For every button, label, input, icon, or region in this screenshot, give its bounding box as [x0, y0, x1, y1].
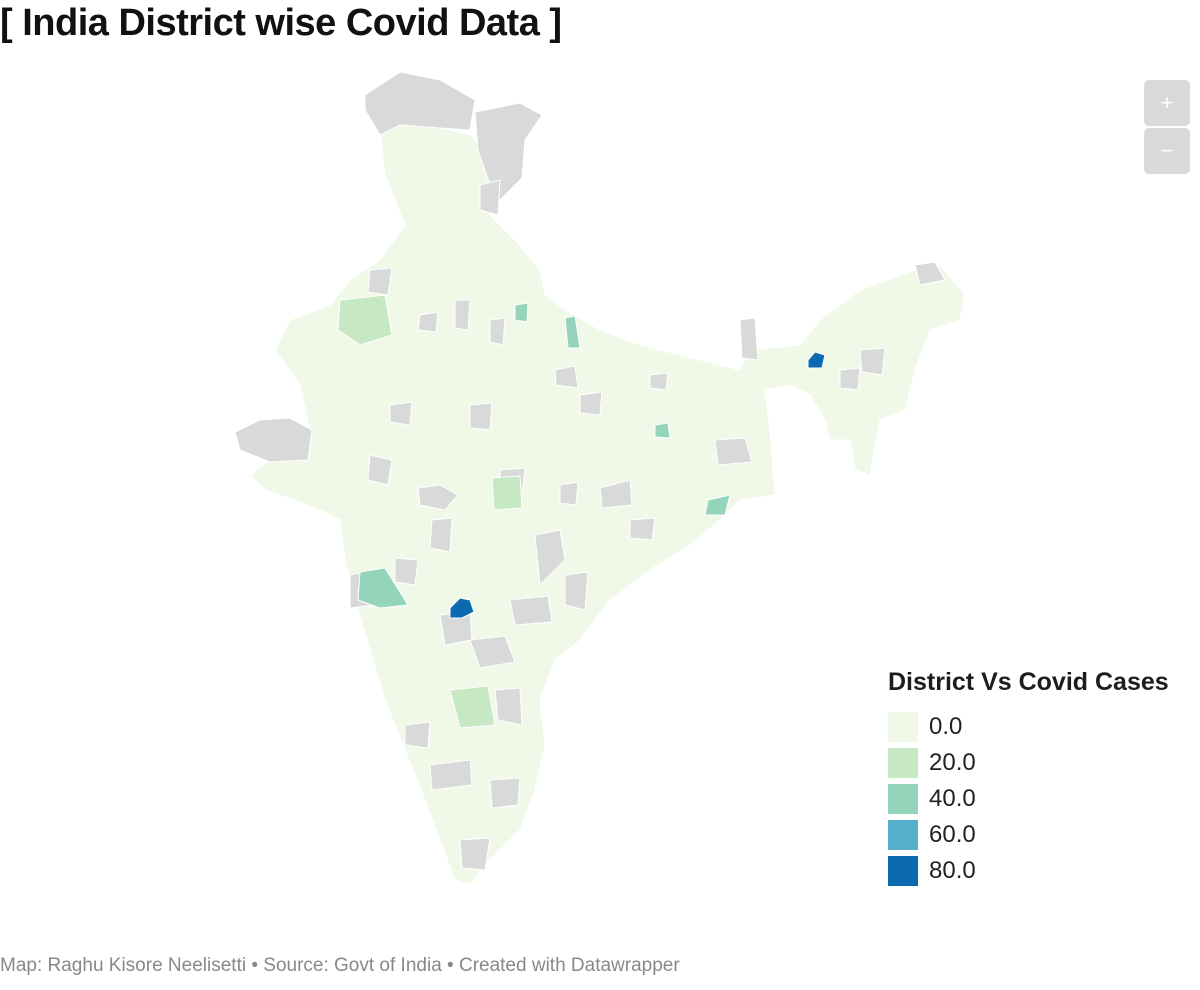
legend-item: 20.0 [888, 745, 1169, 781]
legend: District Vs Covid Cases 0.0 20.0 40.0 60… [888, 668, 1169, 889]
no-data-region-kashmir [364, 71, 476, 136]
highlighted-districts [337, 294, 826, 729]
legend-label: 80.0 [929, 857, 976, 884]
footer-credits: Map: Raghu Kisore Neelisetti • Source: G… [0, 955, 680, 976]
legend-swatch [888, 820, 918, 850]
no-data-region-kutch [234, 417, 313, 463]
legend-label: 60.0 [929, 821, 976, 848]
legend-label: 40.0 [929, 785, 976, 812]
legend-item: 0.0 [888, 709, 1169, 745]
legend-item: 60.0 [888, 817, 1169, 853]
legend-label: 20.0 [929, 749, 976, 776]
chart-title: [ India District wise Covid Data ] [0, 2, 562, 44]
legend-item: 40.0 [888, 781, 1169, 817]
legend-item: 80.0 [888, 853, 1169, 889]
legend-swatch [888, 856, 918, 886]
zoom-in-button[interactable]: + [1144, 80, 1190, 126]
legend-swatch [888, 712, 918, 742]
legend-swatch [888, 748, 918, 778]
legend-title: District Vs Covid Cases [888, 668, 1169, 696]
legend-label: 0.0 [929, 713, 963, 740]
zoom-out-button[interactable]: − [1144, 128, 1190, 174]
legend-swatch [888, 784, 918, 814]
no-data-region-ladakh [474, 102, 543, 201]
